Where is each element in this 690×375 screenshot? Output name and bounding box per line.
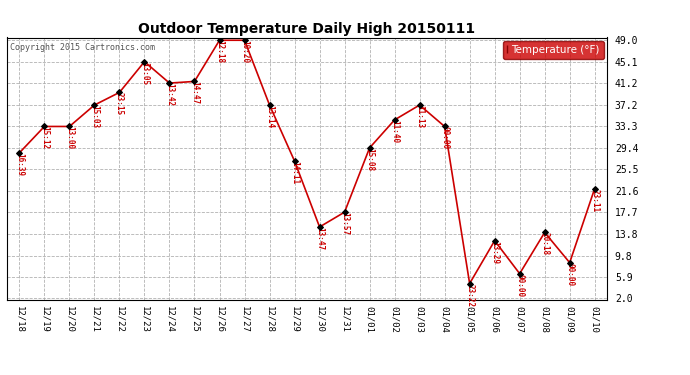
- Point: [289, 158, 300, 164]
- Point: [214, 37, 225, 43]
- Point: [64, 123, 75, 129]
- Text: 13:05: 13:05: [140, 62, 149, 85]
- Point: [539, 230, 550, 236]
- Text: 10:20: 10:20: [240, 40, 249, 63]
- Text: 14:11: 14:11: [290, 161, 299, 184]
- Text: 15:12: 15:12: [40, 126, 49, 150]
- Point: [389, 117, 400, 123]
- Point: [414, 102, 425, 108]
- Text: 23:22: 23:22: [465, 284, 474, 307]
- Point: [364, 145, 375, 151]
- Point: [464, 280, 475, 286]
- Text: Copyright 2015 Cartronics.com: Copyright 2015 Cartronics.com: [10, 43, 155, 52]
- Point: [514, 271, 525, 277]
- Point: [264, 102, 275, 108]
- Point: [239, 37, 250, 43]
- Text: 13:42: 13:42: [165, 83, 174, 106]
- Text: 20:18: 20:18: [540, 232, 549, 256]
- Text: 11:13: 11:13: [415, 105, 424, 128]
- Text: 15:08: 15:08: [365, 148, 374, 171]
- Title: Outdoor Temperature Daily High 20150111: Outdoor Temperature Daily High 20150111: [139, 22, 475, 36]
- Text: 14:47: 14:47: [190, 81, 199, 105]
- Text: 13:00: 13:00: [65, 126, 74, 150]
- Point: [39, 123, 50, 129]
- Text: 13:14: 13:14: [265, 105, 274, 128]
- Text: 13:29: 13:29: [490, 241, 499, 264]
- Point: [164, 80, 175, 86]
- Text: 00:00: 00:00: [515, 274, 524, 297]
- Text: 15:03: 15:03: [90, 105, 99, 128]
- Legend: Temperature (°F): Temperature (°F): [503, 40, 604, 59]
- Point: [139, 58, 150, 64]
- Text: 12:18: 12:18: [215, 40, 224, 63]
- Point: [489, 238, 500, 244]
- Text: 23:15: 23:15: [115, 92, 124, 116]
- Point: [89, 102, 100, 108]
- Text: 00:00: 00:00: [440, 126, 449, 150]
- Point: [114, 89, 125, 95]
- Point: [439, 123, 450, 129]
- Point: [14, 150, 25, 156]
- Point: [189, 78, 200, 84]
- Text: 23:11: 23:11: [590, 189, 599, 211]
- Text: 16:39: 16:39: [15, 153, 24, 176]
- Point: [564, 260, 575, 266]
- Text: 13:47: 13:47: [315, 227, 324, 250]
- Text: 00:00: 00:00: [565, 262, 574, 286]
- Text: 11:40: 11:40: [390, 120, 399, 143]
- Point: [314, 224, 325, 230]
- Text: 13:57: 13:57: [340, 212, 349, 235]
- Point: [589, 186, 600, 192]
- Point: [339, 209, 350, 215]
